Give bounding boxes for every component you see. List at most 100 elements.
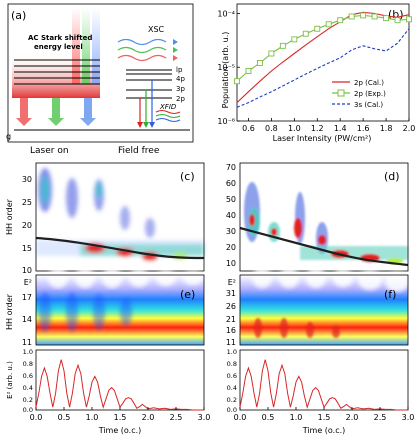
time-xticks-right: 0.0 0.5 1.0 1.5 2.0 2.5 3.0 <box>234 407 414 422</box>
field-ytick: 0.0 <box>23 406 33 414</box>
field-ylabel: E² (arb. u.) <box>6 361 14 399</box>
series-2p-exp-point <box>325 21 332 28</box>
level-label-2p: 2p <box>176 95 185 103</box>
level-label-3p: 3p <box>176 85 185 93</box>
time-xtick: 0.5 <box>58 413 71 422</box>
arrow-blue <box>80 98 96 126</box>
series-2p-exp-point <box>394 17 401 24</box>
panel-b-xtick: 1.2 <box>311 124 324 133</box>
panel-b-frame <box>236 3 410 122</box>
panel-c: (c) 30 25 20 15 10 HH order <box>5 162 205 275</box>
panel-f-yticks: E² 31 26 21 16 11 <box>226 278 236 347</box>
panel-c-frame <box>35 162 205 272</box>
time-xtick: 0.0 <box>30 413 43 422</box>
panel-f-ytick: 11 <box>226 338 236 347</box>
field-left-series <box>35 359 204 411</box>
panel-b-xtick: 1.4 <box>334 124 347 133</box>
time-xtick: 0.5 <box>262 413 275 422</box>
field-panel-right: 1.0 0.8 0.6 0.4 0.2 0.0 0.0 0.5 1.0 1.5 2.0 2… <box>227 348 415 435</box>
panel-d-fit-curve <box>239 226 409 267</box>
field-ytick: 0.2 <box>23 396 33 404</box>
xfid-label: XFID <box>159 103 177 111</box>
panel-b-xtick: 2.0 <box>403 124 415 133</box>
field-ytick: 0.4 <box>227 384 237 392</box>
time-xtick: 1.0 <box>290 413 303 422</box>
panel-c-ytick: 10 <box>22 266 32 275</box>
legend-2p-cal: 2p (Cal.) <box>354 79 384 87</box>
panel-d-ytick: 60 <box>226 179 236 188</box>
panel-b-xtick: 0.8 <box>265 124 278 133</box>
panel-b-yticks: 10⁻⁴ 10⁻⁵ 10⁻⁶ <box>217 9 240 126</box>
field-left-frame <box>35 349 205 411</box>
stark-label-1: AC Stark shifted <box>28 34 92 42</box>
panel-b-xtick: 1.0 <box>288 124 301 133</box>
series-2p-exp-point <box>256 60 263 66</box>
panel-e-ylabel: HH order <box>5 293 14 330</box>
panel-f-map <box>240 275 408 345</box>
field-ytick: 0.6 <box>23 372 33 380</box>
laser-on-arrows <box>16 98 96 126</box>
panel-c-yticks: 30 25 20 15 10 <box>22 175 32 275</box>
time-xticks-left: 0.0 0.5 1.0 1.5 2.0 2.5 3.0 <box>30 407 211 422</box>
field-ytick: 1.0 <box>23 348 33 356</box>
panel-d-tag: (d) <box>384 170 400 183</box>
field-ytick: 0.8 <box>227 360 237 368</box>
panel-b-xtick: 1.6 <box>357 124 370 133</box>
field-free-label: Field free <box>118 146 160 156</box>
arrow-red <box>16 98 32 126</box>
panel-b-ylabel: Population (arb. u.) <box>221 32 230 109</box>
field-right-series <box>239 359 408 411</box>
panel-d-ytick: 20 <box>226 243 236 252</box>
field-ytick: 0.4 <box>23 384 33 392</box>
panel-f-ytick: 21 <box>226 315 236 324</box>
series-2p-cal <box>236 11 410 103</box>
panel-e-ytick: 14 <box>22 315 32 324</box>
panel-f-ytick: 31 <box>226 289 236 298</box>
panel-c-ytick: 30 <box>22 175 32 184</box>
field-right-yticks: 1.0 0.8 0.6 0.4 0.2 0.0 <box>227 348 237 414</box>
xfid-arrows <box>137 80 155 128</box>
legend-swatch-2p-exp <box>337 89 345 97</box>
time-xtick: 2.0 <box>346 413 359 422</box>
series-2p-exp-point <box>245 68 252 74</box>
panel-c-tag: (c) <box>180 170 195 183</box>
time-xtick: 3.0 <box>198 413 211 422</box>
series-2p-exp-point <box>291 36 298 43</box>
panel-e-ytick: E² <box>24 278 32 287</box>
panel-c-fit-curve <box>35 236 205 260</box>
series-2p-exp-point <box>337 17 344 24</box>
xsc-label: XSC <box>148 25 165 34</box>
level-label-lp: lp <box>176 66 183 74</box>
field-ytick: 0.8 <box>23 360 33 368</box>
panel-f-ytick: E² <box>228 278 236 287</box>
legend-3s-cal: 3s (Cal.) <box>354 101 383 109</box>
ground-label: g <box>6 132 11 141</box>
panel-d-ytick: 10 <box>226 259 236 268</box>
panel-a: (a) AC Stark shifted energy level <box>6 3 194 143</box>
panel-d: (d) 70 60 50 40 30 20 10 <box>226 162 409 272</box>
panel-f-ytick: 26 <box>226 302 236 311</box>
panel-f-ytick: 16 <box>226 326 236 335</box>
panel-c-ytick: 20 <box>22 221 32 230</box>
xsc-wave-green <box>117 46 167 54</box>
laser-on-label: Laser on <box>30 146 69 156</box>
stark-label-2: energy level <box>34 43 83 51</box>
panel-b-xtick: 1.8 <box>380 124 393 133</box>
panel-b-xticks: 0.6 0.8 1.0 1.2 1.4 1.6 1.8 2.0 <box>242 118 415 133</box>
time-xlabel-right: Time (o.c.) <box>302 426 346 435</box>
field-ytick: 0.2 <box>227 396 237 404</box>
beam-blue <box>92 8 100 84</box>
panel-b-ytick: 10⁻⁴ <box>217 9 235 18</box>
time-xtick: 1.0 <box>86 413 99 422</box>
time-xlabel-left: Time (o.c.) <box>98 426 142 435</box>
time-xtick: 1.5 <box>318 413 331 422</box>
series-2p-exp-point <box>234 78 240 85</box>
time-xtick: 2.5 <box>170 413 183 422</box>
series-2p-exp-point <box>360 12 367 19</box>
panel-d-ytick: 40 <box>226 211 236 220</box>
panel-d-ytick: 70 <box>226 163 236 172</box>
field-ytick: 0.6 <box>227 372 237 380</box>
panel-b-ytick: 10⁻⁵ <box>217 63 235 72</box>
panel-e-ytick: 17 <box>22 293 32 302</box>
